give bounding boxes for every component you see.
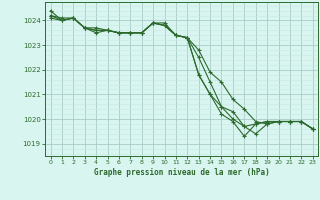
X-axis label: Graphe pression niveau de la mer (hPa): Graphe pression niveau de la mer (hPa) bbox=[94, 168, 269, 177]
